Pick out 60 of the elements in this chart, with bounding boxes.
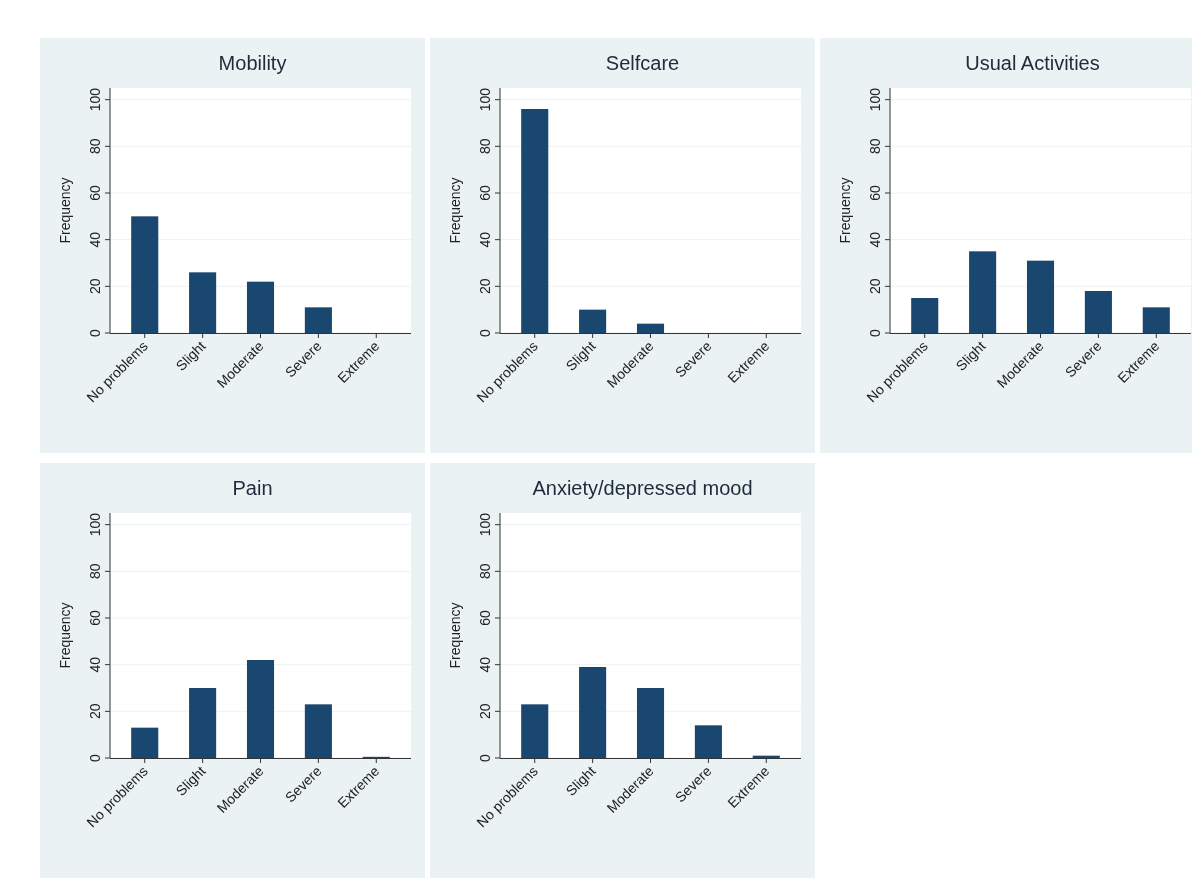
y-tick-label: 0 xyxy=(867,328,883,337)
y-tick-label: 80 xyxy=(477,138,493,155)
y-tick-label: 80 xyxy=(477,563,493,580)
y-tick-label: 40 xyxy=(477,231,493,248)
y-tick-label: 80 xyxy=(87,563,103,580)
bar xyxy=(189,688,217,758)
y-tick-label: 60 xyxy=(477,185,493,201)
y-tick-label: 80 xyxy=(87,138,103,155)
y-tick-label: 0 xyxy=(477,753,493,762)
y-axis-title: Frequency xyxy=(447,602,463,669)
bar xyxy=(131,727,159,758)
y-tick-label: 100 xyxy=(87,512,103,537)
bar xyxy=(521,704,549,758)
y-tick-label: 0 xyxy=(477,328,493,337)
bar xyxy=(911,298,939,333)
y-axis-title: Frequency xyxy=(837,177,853,244)
y-tick-label: 80 xyxy=(867,138,883,155)
bar xyxy=(304,704,332,758)
bar xyxy=(636,323,665,333)
bar xyxy=(1084,291,1112,333)
y-tick-label: 60 xyxy=(87,185,103,201)
chart-title: Selfcare xyxy=(605,52,680,74)
y-tick-label: 40 xyxy=(477,656,493,673)
chart-title: Anxiety/depressed mood xyxy=(532,477,753,499)
bar xyxy=(694,725,722,758)
y-tick-label: 40 xyxy=(87,231,103,248)
y-tick-label: 0 xyxy=(87,753,103,762)
y-tick-label: 20 xyxy=(87,703,103,720)
y-tick-label: 40 xyxy=(867,231,883,248)
y-axis-title: Frequency xyxy=(57,177,73,244)
y-tick-label: 100 xyxy=(87,87,103,112)
chart-title: Pain xyxy=(232,477,273,499)
bar xyxy=(579,667,607,758)
bar xyxy=(1142,307,1170,333)
bar xyxy=(521,109,549,333)
bar xyxy=(1026,260,1055,333)
bar xyxy=(246,281,275,333)
chart-title: Usual Activities xyxy=(965,52,1100,74)
y-axis-title: Frequency xyxy=(447,177,463,244)
y-tick-label: 100 xyxy=(477,87,493,112)
bar xyxy=(969,251,997,333)
bar xyxy=(636,688,665,758)
y-tick-label: 0 xyxy=(87,328,103,337)
bar xyxy=(304,307,332,333)
y-tick-label: 60 xyxy=(87,610,103,626)
bar xyxy=(579,309,607,333)
y-tick-label: 20 xyxy=(867,278,883,295)
y-tick-label: 100 xyxy=(477,512,493,537)
bar xyxy=(131,216,159,333)
y-tick-label: 20 xyxy=(87,278,103,295)
bar xyxy=(246,660,275,758)
y-tick-label: 20 xyxy=(477,703,493,720)
y-tick-label: 20 xyxy=(477,278,493,295)
y-tick-label: 100 xyxy=(867,87,883,112)
y-tick-label: 60 xyxy=(477,610,493,626)
y-axis-title: Frequency xyxy=(57,602,73,669)
y-tick-label: 40 xyxy=(87,656,103,673)
y-tick-label: 60 xyxy=(867,185,883,201)
chart-title: Mobility xyxy=(218,52,287,74)
bar xyxy=(189,272,217,333)
